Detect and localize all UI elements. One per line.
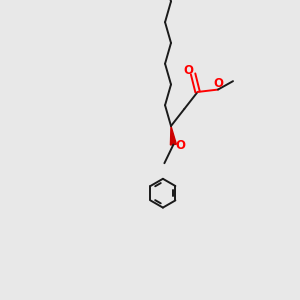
Text: O: O (175, 139, 185, 152)
Polygon shape (170, 126, 176, 145)
Text: O: O (184, 64, 194, 77)
Text: O: O (214, 77, 224, 90)
